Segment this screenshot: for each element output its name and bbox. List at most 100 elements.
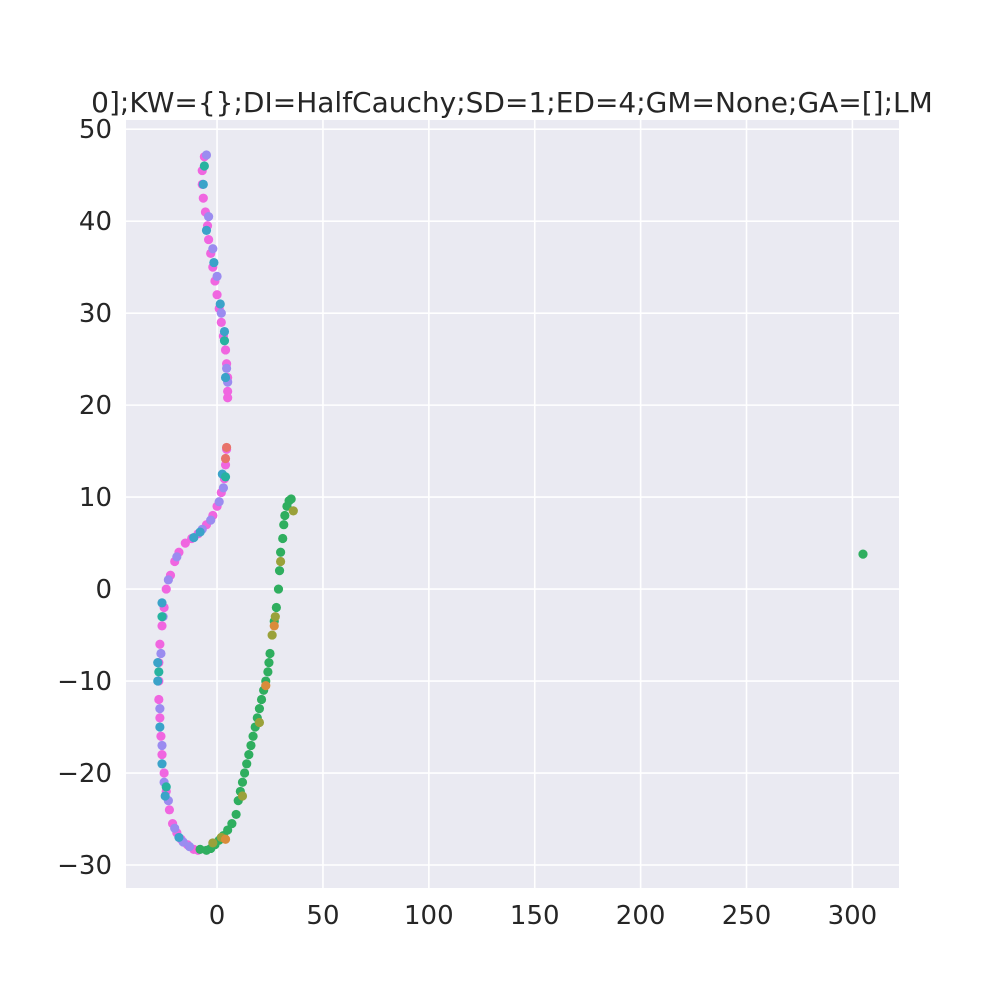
grid <box>126 120 899 888</box>
data-point <box>267 630 277 640</box>
y-tick-label: 20 <box>79 391 112 421</box>
data-point <box>155 704 165 714</box>
data-point <box>246 740 256 751</box>
data-point <box>288 506 298 516</box>
data-point <box>254 704 265 714</box>
y-tick-label: −30 <box>57 851 112 881</box>
data-point <box>161 782 171 792</box>
data-point <box>239 768 250 778</box>
y-tick-label: −20 <box>57 759 112 789</box>
y-tick-label: 0 <box>95 575 112 605</box>
data-point <box>206 515 216 525</box>
data-point <box>261 681 271 691</box>
data-point <box>220 372 231 383</box>
data-point <box>219 336 230 346</box>
data-point <box>155 713 165 723</box>
data-point <box>271 602 281 613</box>
data-point <box>215 299 225 309</box>
x-tick-labels: 0 50 100 150 200 250 300 <box>209 901 877 931</box>
data-point <box>172 552 182 562</box>
data-point <box>157 621 167 631</box>
data-point <box>278 533 288 544</box>
data-point <box>201 225 212 235</box>
data-point <box>201 150 212 160</box>
data-point <box>256 694 267 705</box>
y-tick-label: 40 <box>79 207 112 237</box>
data-point <box>216 317 226 327</box>
data-point <box>170 823 180 833</box>
series-7 <box>154 161 231 792</box>
data-point <box>286 494 296 504</box>
data-point <box>221 442 232 453</box>
series-2 <box>153 179 231 843</box>
data-point <box>280 510 290 521</box>
data-point <box>244 750 254 760</box>
series-5 <box>220 621 279 844</box>
data-point <box>220 460 231 470</box>
data-point <box>203 211 214 222</box>
x-tick-label: 300 <box>828 901 878 931</box>
data-point <box>220 345 231 355</box>
data-point <box>153 658 163 668</box>
data-point <box>154 694 164 705</box>
data-point <box>237 791 248 801</box>
data-point <box>223 386 233 396</box>
data-point <box>269 621 279 631</box>
x-tick-label: 150 <box>510 901 560 931</box>
data-point <box>198 179 208 189</box>
data-point <box>263 667 273 677</box>
data-point <box>231 809 241 820</box>
data-point <box>214 497 224 507</box>
data-point <box>265 648 275 659</box>
data-point <box>155 722 165 732</box>
data-point <box>209 257 219 268</box>
data-point <box>227 819 237 829</box>
data-point <box>254 717 265 728</box>
data-point <box>216 308 226 318</box>
data-point <box>198 193 208 203</box>
y-tick-label: 10 <box>79 483 112 513</box>
data-point <box>155 639 165 649</box>
data-points <box>153 150 868 855</box>
data-point <box>274 566 285 576</box>
data-point <box>203 234 214 245</box>
x-tick-label: 0 <box>209 901 226 931</box>
data-point <box>273 584 284 594</box>
data-point <box>157 598 167 608</box>
data-point <box>276 556 286 567</box>
plot-area <box>126 120 899 888</box>
data-point <box>208 244 218 254</box>
data-point <box>220 834 231 844</box>
data-point <box>154 667 164 677</box>
x-tick-label: 50 <box>306 901 339 931</box>
data-point <box>218 483 229 493</box>
data-point <box>163 575 173 585</box>
data-point <box>270 612 280 622</box>
data-point <box>219 326 230 337</box>
data-point <box>212 271 222 281</box>
data-point <box>174 832 184 843</box>
y-tick-label: −10 <box>57 667 112 697</box>
series-6 <box>220 442 232 464</box>
data-point <box>157 740 167 751</box>
data-point <box>237 777 248 787</box>
data-point <box>212 290 222 300</box>
data-point <box>264 658 274 668</box>
y-tick-label: 30 <box>79 299 112 329</box>
series-4 <box>208 506 298 848</box>
x-tick-label: 100 <box>404 901 454 931</box>
data-point <box>220 472 231 482</box>
data-point <box>189 532 199 543</box>
x-tick-label: 200 <box>616 901 666 931</box>
data-point <box>156 648 166 659</box>
data-point <box>195 527 205 537</box>
data-point <box>858 549 868 559</box>
data-point <box>242 759 252 769</box>
data-point <box>157 612 167 622</box>
data-point <box>248 731 258 741</box>
data-point <box>220 453 231 464</box>
data-point <box>276 547 286 557</box>
data-point <box>199 161 209 171</box>
chart-title: 0];KW={};DI=HalfCauchy;SD=1;ED=4;GM=None… <box>91 86 933 119</box>
